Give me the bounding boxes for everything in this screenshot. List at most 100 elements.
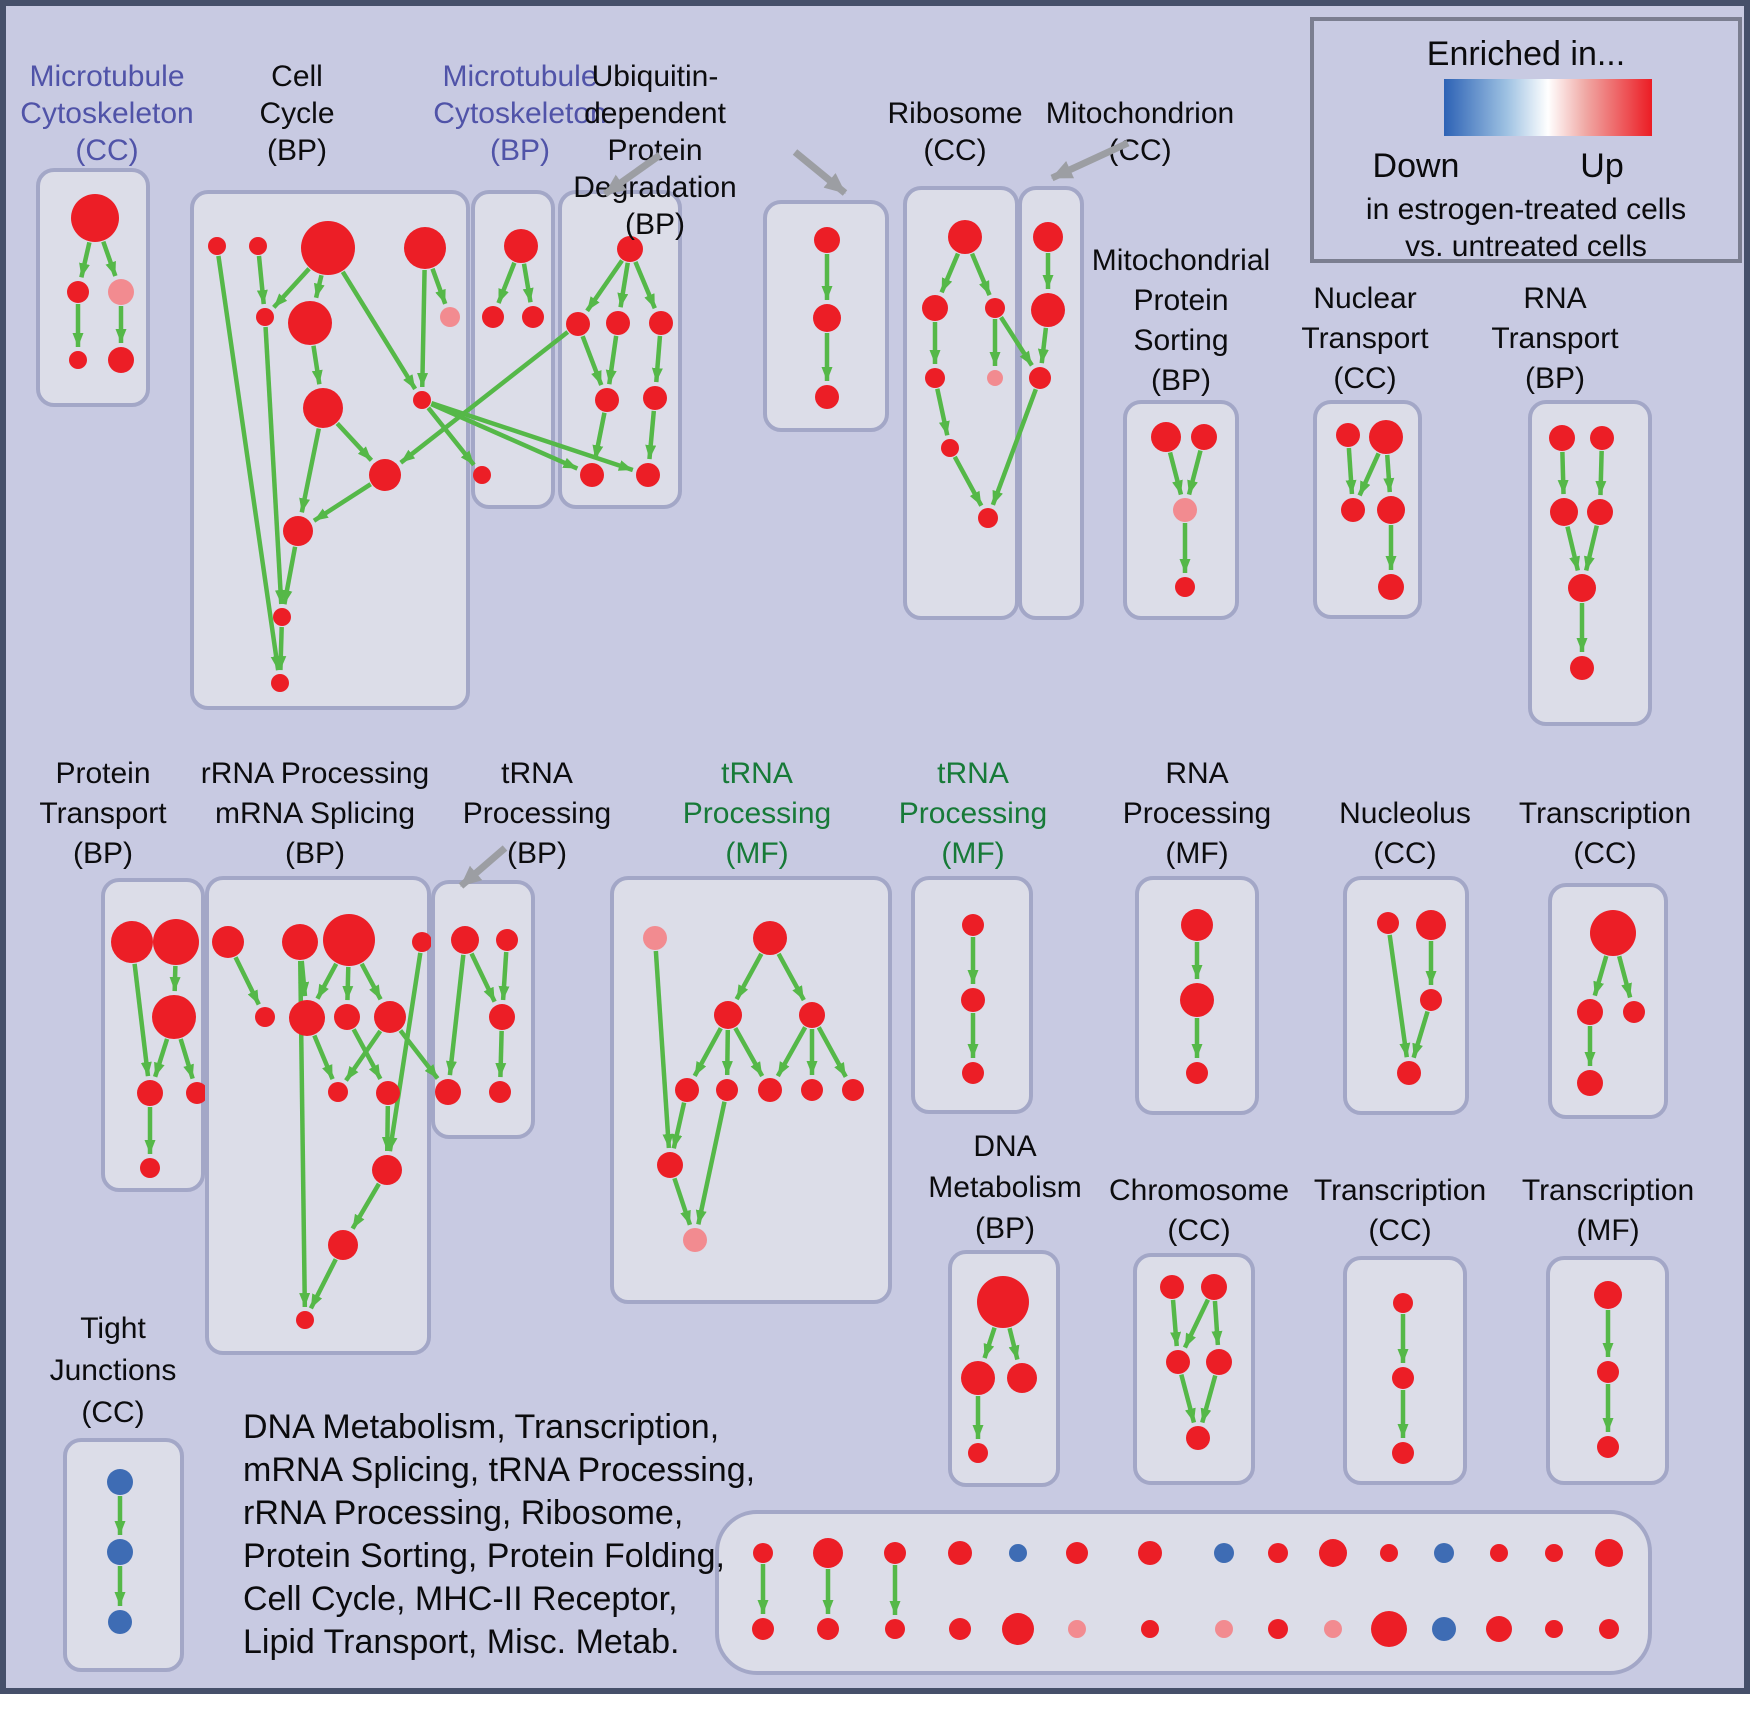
relation-edge — [1211, 1300, 1223, 1346]
go-term-node — [1160, 1275, 1184, 1299]
relation-edge — [79, 241, 92, 278]
footnote-line: DNA Metabolism, Transcription, — [243, 1408, 720, 1446]
relation-edge — [1565, 526, 1581, 572]
go-term-node — [962, 1062, 984, 1084]
go-term-node — [1549, 425, 1575, 451]
go-term-node — [1577, 1070, 1603, 1096]
go-term-node — [412, 932, 432, 952]
go-term-node — [842, 1079, 864, 1101]
go-group-label-mitochondrial-protein-sorting-bp: Mitochondrial Protein Sorting (BP) — [1092, 244, 1270, 397]
go-term-node — [256, 308, 274, 326]
go-term-node — [961, 988, 985, 1012]
go-group-ubiquitin-degradation-second-box — [763, 200, 889, 432]
go-group-protein-transport-bp: Protein Transport (BP) — [39, 757, 208, 1192]
go-term-node — [1590, 910, 1636, 956]
go-term-node — [977, 1276, 1029, 1328]
go-term-node — [675, 1078, 699, 1102]
go-term-node — [1378, 574, 1404, 600]
relation-edge — [1186, 449, 1203, 496]
go-term-node — [813, 304, 841, 332]
go-term-node — [1066, 1542, 1088, 1564]
go-term-node — [1215, 1620, 1233, 1638]
go-term-node — [1568, 574, 1596, 602]
go-term-node — [978, 508, 998, 528]
go-term-node — [504, 229, 538, 263]
go-term-node — [1029, 367, 1051, 389]
go-term-node — [1597, 1436, 1619, 1458]
go-term-node — [1138, 1541, 1162, 1565]
go-term-node — [374, 1001, 406, 1033]
relation-edge — [308, 1258, 338, 1310]
go-group-ubiquitin-dependent-protein-degradation-bp: Ubiquitin-dependent Protein Degradation (BP… — [558, 60, 737, 509]
go-term-node — [1420, 989, 1442, 1011]
go-group-label-microtubule-cytoskeleton-cc: Microtubule Cytoskeleton (CC) — [20, 60, 193, 167]
relation-edge — [335, 421, 374, 462]
relation-edge — [645, 410, 657, 460]
go-group-label-transcription-cc-1: Transcription (CC) — [1519, 797, 1691, 870]
relation-edge — [312, 482, 372, 523]
go-term-node — [1377, 912, 1399, 934]
go-term-node — [949, 1618, 971, 1640]
go-term-node — [108, 279, 134, 305]
go-term-node — [1587, 499, 1613, 525]
go-term-node — [758, 1078, 782, 1102]
relation-edge — [651, 335, 663, 383]
go-term-node — [1486, 1616, 1512, 1642]
label-pointer-arrow — [1050, 139, 1130, 182]
relation-edge — [1182, 1298, 1210, 1349]
relation-edge — [233, 956, 261, 1006]
relation-edge — [152, 1038, 170, 1078]
go-term-node — [752, 1618, 774, 1640]
go-group-label-nuclear-transport-cc: Nuclear Transport (CC) — [1301, 282, 1429, 395]
go-group-dna-metabolism-bp: DNA Metabolism (BP) — [928, 1130, 1082, 1487]
go-term-node — [1033, 222, 1063, 252]
footnote-line: Lipid Transport, Misc. Metab. — [243, 1623, 680, 1661]
go-group-transcription-cc-1: Transcription (CC) — [1519, 797, 1691, 1119]
go-term-node — [1206, 1349, 1232, 1375]
label-pointer-arrow — [792, 149, 848, 196]
go-group-label-transcription-cc-2: Transcription (CC) — [1314, 1174, 1486, 1247]
go-group-label-trna-processing-mf-1: tRNA Processing (MF) — [683, 757, 831, 870]
go-term-node — [716, 1079, 738, 1101]
go-term-node — [153, 919, 199, 965]
go-group-label-tight-junctions-cc: Tight Junctions (CC) — [50, 1312, 177, 1429]
relation-edge — [775, 1026, 808, 1078]
go-term-node — [1595, 1539, 1623, 1567]
go-term-node — [255, 1007, 275, 1027]
relation-edge — [982, 1326, 997, 1359]
go-group-cell-cycle-bp: Cell Cycle (BP) — [190, 60, 470, 710]
go-term-node — [814, 227, 840, 253]
go-term-node — [643, 926, 667, 950]
go-term-node — [1173, 498, 1197, 522]
go-term-node — [296, 1311, 314, 1329]
relation-edge — [816, 1026, 848, 1078]
go-term-node — [1597, 1361, 1619, 1383]
relation-edge — [1557, 451, 1569, 495]
go-term-node — [283, 516, 313, 546]
go-term-node — [71, 194, 119, 242]
relation-edge — [1595, 450, 1607, 496]
go-group-label-rna-transport-bp: RNA Transport (BP) — [1491, 282, 1619, 395]
go-term-node — [1545, 1620, 1563, 1638]
go-group-box-chromosome-cc — [1133, 1253, 1255, 1485]
go-term-node — [987, 370, 1003, 386]
go-term-node — [885, 1619, 905, 1639]
go-term-node — [1434, 1543, 1454, 1563]
go-group-label-rna-processing-mf: RNA Processing (MF) — [1123, 757, 1271, 870]
relation-edge — [592, 412, 607, 460]
relation-edge — [498, 951, 510, 1001]
go-term-node — [753, 921, 787, 955]
go-group-mitochondrial-protein-sorting-bp: Mitochondrial Protein Sorting (BP) — [1092, 244, 1270, 620]
go-term-node — [948, 1541, 972, 1565]
go-term-node — [1141, 1620, 1159, 1638]
go-term-node — [1201, 1274, 1227, 1300]
go-term-node — [580, 463, 604, 487]
relation-edge — [1592, 955, 1609, 997]
go-term-node — [328, 1230, 358, 1260]
relation-edge — [132, 963, 152, 1077]
relation-edge — [1345, 447, 1357, 495]
legend-title: Enriched in... — [1426, 35, 1626, 73]
go-term-node — [1341, 498, 1365, 522]
go-group-label-cell-cycle-bp: Cell Cycle (BP) — [259, 60, 334, 167]
relation-edge — [256, 255, 268, 305]
